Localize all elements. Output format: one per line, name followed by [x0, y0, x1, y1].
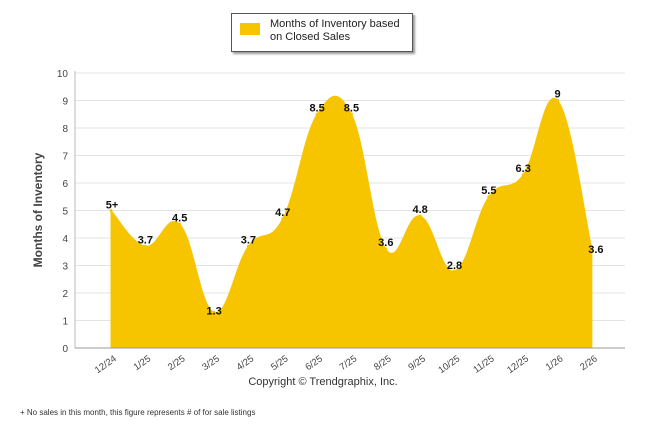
x-tick-label: 10/25 [436, 353, 462, 376]
x-tick-label: 9/25 [406, 353, 427, 373]
data-label: 5+ [106, 200, 119, 212]
data-label: 3.6 [378, 237, 393, 249]
y-tick-label: 7 [62, 152, 68, 163]
x-tick-label: 12/25 [505, 353, 531, 376]
data-point [556, 99, 560, 102]
y-tick-label: 5 [62, 207, 68, 218]
data-point [453, 269, 456, 273]
x-tick-label: 1/25 [132, 353, 153, 373]
data-point [590, 247, 594, 251]
y-tick-label: 3 [62, 262, 68, 273]
data-label: 9 [554, 89, 560, 101]
data-point [384, 247, 388, 251]
data-label: 3.7 [138, 234, 153, 246]
y-tick-label: 10 [57, 69, 69, 80]
data-point [521, 173, 525, 177]
area-series [109, 95, 594, 349]
y-tick-label: 6 [62, 179, 68, 190]
data-point [246, 244, 250, 248]
y-tick-label: 1 [62, 317, 68, 328]
data-point [418, 214, 422, 218]
y-tick-label: 4 [62, 234, 68, 245]
data-label: 4.5 [172, 212, 187, 224]
x-tick-label: 2/25 [166, 353, 187, 373]
y-axis-title: Months of Inventory [31, 152, 45, 267]
data-point [315, 112, 319, 116]
data-point [487, 195, 491, 199]
legend-swatch [240, 23, 260, 35]
x-tick-label: 7/25 [338, 353, 359, 373]
y-tick-label: 0 [62, 344, 68, 355]
x-tick-label: 11/25 [471, 353, 496, 375]
data-label: 4.8 [413, 204, 428, 216]
legend-label: Months of Inventory based on Closed Sale… [270, 18, 400, 43]
data-labels: 5+ 3.7 4.5 1.3 3.7 4.7 8.5 8.5 3.6 4.8 2.8 5.5 6.3 9 3… [106, 89, 604, 318]
data-label: 3.7 [241, 234, 256, 246]
data-label: 1.3 [206, 305, 221, 317]
x-tick-label: 2/26 [578, 353, 599, 373]
data-label: 6.3 [516, 163, 531, 175]
y-tick-label: 2 [62, 289, 68, 300]
data-point [349, 112, 353, 116]
data-label: 2.8 [447, 260, 462, 272]
x-tick-label: 12/24 [93, 353, 119, 376]
data-point [178, 222, 182, 226]
data-label: 8.5 [309, 102, 324, 114]
copyright-text: Copyright © Trendgraphix, Inc. [248, 376, 398, 388]
data-point [212, 310, 216, 314]
y-tick-label: 9 [62, 97, 68, 108]
legend: Months of Inventory based on Closed Sale… [231, 13, 413, 52]
data-label: 4.7 [275, 207, 290, 219]
data-point [281, 217, 285, 221]
data-label: 5.5 [481, 185, 496, 197]
x-tick-label: 6/25 [303, 353, 324, 373]
x-tick-label: 5/25 [269, 353, 290, 373]
data-point [143, 244, 147, 248]
data-label: 8.5 [344, 102, 359, 114]
data-label: 3.6 [588, 244, 603, 256]
footnote: + No sales in this month, this figure re… [20, 408, 256, 417]
x-tick-label: 3/25 [200, 353, 221, 373]
x-tick-label: 8/25 [372, 353, 393, 373]
x-tick-label: 4/25 [235, 353, 256, 373]
y-tick-label: 8 [62, 124, 68, 135]
data-point [109, 209, 113, 212]
x-tick-label: 1/26 [544, 353, 565, 373]
